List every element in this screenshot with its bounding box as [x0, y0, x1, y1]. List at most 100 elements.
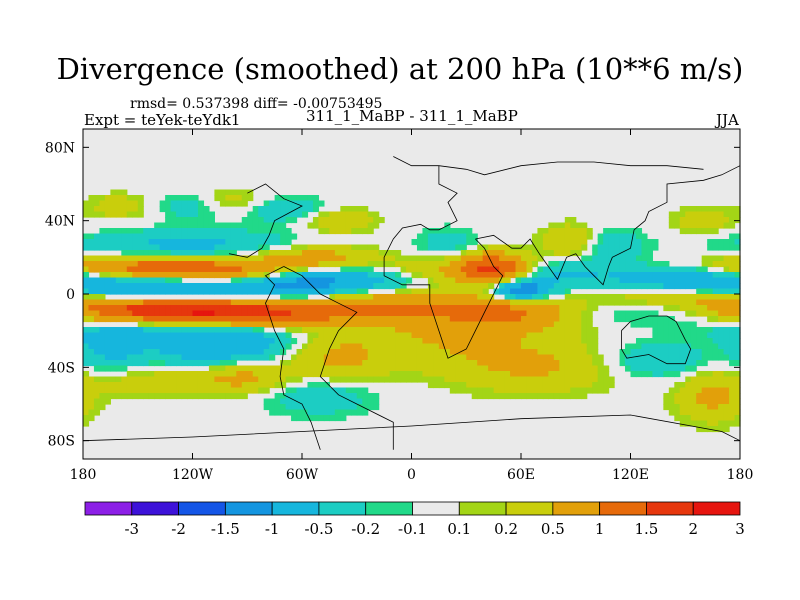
field-cell [176, 200, 183, 207]
field-cell [115, 261, 122, 268]
field-cell [625, 360, 632, 367]
field-cell [274, 310, 281, 317]
field-cell [734, 277, 741, 284]
field-cell [104, 316, 111, 323]
field-cell [263, 299, 270, 306]
field-cell [247, 222, 254, 229]
field-cell [729, 387, 736, 394]
field-cell [455, 288, 462, 295]
field-cell [170, 371, 177, 378]
field-cell [362, 222, 369, 229]
field-cell [225, 305, 232, 312]
field-cell [154, 354, 161, 361]
field-cell [143, 266, 150, 273]
field-cell [531, 338, 539, 345]
field-cell [203, 261, 210, 268]
field-cell [433, 305, 440, 312]
field-cell [280, 398, 287, 405]
field-cell [597, 233, 604, 240]
field-cell [93, 310, 101, 317]
field-cell [663, 321, 670, 328]
field-cell [389, 283, 396, 290]
field-cell [302, 393, 309, 400]
field-cell [641, 255, 648, 262]
field-cell [291, 415, 298, 422]
field-cell [663, 294, 670, 301]
field-cell [729, 288, 736, 295]
field-cell [340, 217, 347, 224]
field-cell [570, 299, 577, 306]
field-cell [510, 332, 517, 339]
field-cell [362, 266, 369, 273]
field-cell [400, 365, 407, 372]
field-cell [729, 206, 736, 213]
field-cell [641, 266, 648, 273]
field-cell [581, 239, 588, 246]
field-cell [455, 360, 462, 367]
colorbar-label: -0.2 [351, 520, 380, 538]
field-cell [230, 310, 237, 317]
field-cell [668, 294, 675, 301]
field-cell [159, 233, 166, 240]
field-cell [132, 338, 139, 345]
field-cell [280, 371, 287, 378]
field-cell [422, 228, 429, 235]
field-cell [455, 338, 462, 345]
field-cell [154, 332, 161, 339]
coastline-segment [82, 414, 741, 442]
field-cell [208, 233, 215, 240]
field-cell [510, 387, 517, 394]
field-cell [137, 206, 144, 213]
field-cell [471, 354, 478, 361]
field-cell [302, 200, 309, 207]
field-cell [340, 349, 347, 356]
field-cell [247, 189, 254, 196]
field-cell [685, 393, 692, 400]
field-cell [154, 338, 161, 345]
field-cell [679, 294, 686, 301]
field-cell [466, 261, 473, 268]
field-cell [225, 376, 232, 383]
field-cell [225, 228, 232, 235]
field-cell [400, 266, 407, 273]
field-cell [471, 239, 478, 246]
field-cell [110, 266, 117, 273]
field-cell [269, 398, 276, 405]
field-cell [263, 255, 270, 262]
field-cell [515, 332, 522, 339]
field-cell [542, 294, 549, 301]
field-cell [581, 244, 588, 251]
field-cell [531, 272, 539, 279]
field-cell [104, 365, 111, 372]
field-cell [433, 233, 440, 240]
field-cell [444, 349, 451, 356]
field-cell [526, 266, 533, 273]
field-cell [515, 321, 522, 328]
field-cell [187, 376, 194, 383]
colorbar-swatch [131, 501, 179, 516]
field-cell [230, 189, 237, 196]
field-cell [143, 277, 150, 284]
field-cell [214, 371, 221, 378]
field-cell [340, 409, 347, 416]
field-cell [575, 277, 582, 284]
field-cell [553, 244, 560, 251]
field-cell [367, 211, 374, 218]
field-cell [307, 310, 314, 317]
field-cell [696, 332, 703, 339]
field-cell [625, 272, 632, 279]
field-cell [318, 354, 325, 361]
field-cell [93, 382, 101, 389]
field-cell [400, 283, 407, 290]
field-cell [438, 354, 445, 361]
field-cell [291, 250, 298, 257]
field-cell [537, 294, 544, 301]
field-cell [384, 327, 391, 334]
field-cell [690, 382, 697, 389]
field-cell [690, 404, 697, 411]
field-cell [553, 272, 560, 279]
field-cell [482, 376, 489, 383]
field-cell [729, 277, 736, 284]
field-cell [99, 299, 106, 306]
field-cell [619, 233, 626, 240]
